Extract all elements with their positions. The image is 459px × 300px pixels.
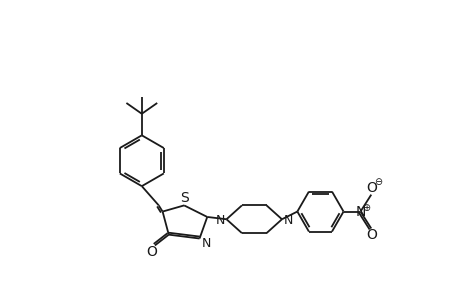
Text: O: O	[366, 181, 377, 195]
Text: O: O	[366, 228, 377, 242]
Text: ⊕: ⊕	[361, 203, 369, 213]
Text: N: N	[215, 214, 224, 226]
Text: S: S	[180, 191, 189, 206]
Text: O: O	[146, 245, 157, 260]
Text: ⊖: ⊖	[373, 177, 381, 187]
Text: N: N	[202, 237, 211, 250]
Text: N: N	[354, 205, 365, 219]
Text: N: N	[283, 214, 292, 226]
